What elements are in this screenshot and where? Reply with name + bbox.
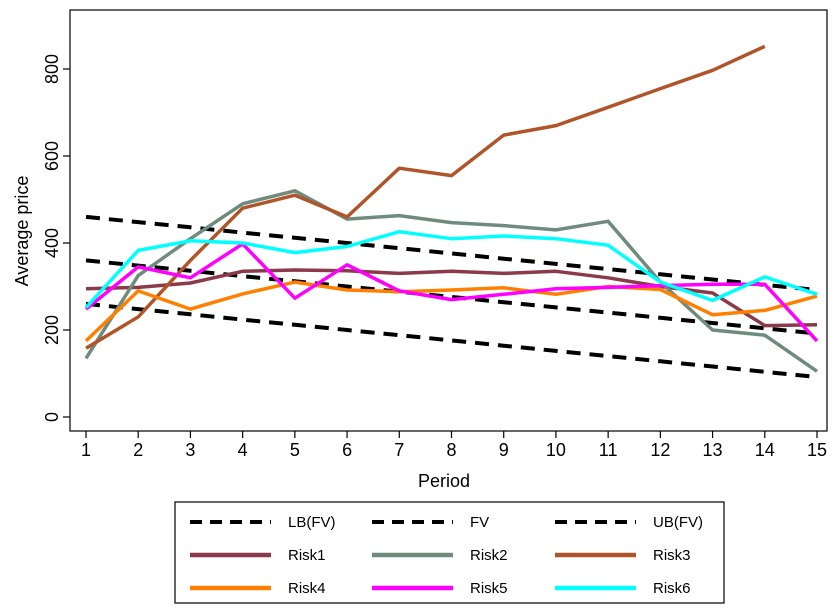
- x-axis-title: Period: [418, 471, 470, 491]
- x-tick-label: 11: [599, 440, 618, 460]
- plot-area-frame: [69, 9, 828, 432]
- legend-label: Risk5: [470, 580, 508, 597]
- x-tick-label: 4: [238, 440, 248, 460]
- legend: LB(FV) FV UB(FV) Risk1 Risk2 Risk3 Risk4 Risk5 R…: [174, 501, 725, 604]
- legend-label: Risk3: [653, 547, 691, 564]
- series-line-lb-fv: [85, 301, 818, 379]
- x-tick-label: 1: [81, 440, 91, 460]
- legend-label: LB(FV): [288, 514, 336, 531]
- y-tick-label: 200: [42, 315, 62, 345]
- legend-label: UB(FV): [653, 514, 703, 531]
- y-tick-label: 0: [42, 412, 62, 422]
- series-line-fv: [85, 258, 818, 336]
- x-tick-label: 2: [133, 440, 143, 460]
- y-axis-title: Average price: [12, 176, 32, 287]
- x-tick-label: 15: [807, 440, 827, 460]
- x-tick-label: 5: [290, 440, 300, 460]
- series-line-risk6: [84, 229, 818, 309]
- x-tick-label: 8: [446, 440, 456, 460]
- x-tick-label: 9: [499, 440, 509, 460]
- series-line-risk5: [84, 242, 819, 343]
- legend-label: Risk6: [653, 580, 691, 597]
- series-line-risk3: [85, 44, 766, 350]
- y-tick-label: 400: [42, 228, 62, 258]
- legend-label: Risk4: [288, 580, 326, 597]
- x-tick-label: 6: [342, 440, 352, 460]
- y-tick-label: 800: [42, 54, 62, 84]
- x-tick-label: 10: [546, 440, 566, 460]
- series-line-risk2: [84, 189, 818, 373]
- x-tick-label: 7: [394, 440, 404, 460]
- x-tick-label: 13: [703, 440, 723, 460]
- legend-label: Risk1: [288, 547, 326, 564]
- x-tick-label: 3: [185, 440, 195, 460]
- series-line-risk4: [84, 280, 818, 343]
- x-tick-label: 14: [755, 440, 775, 460]
- series-line-risk1: [85, 268, 818, 328]
- legend-label: FV: [470, 514, 489, 531]
- x-tick-label: 12: [650, 440, 670, 460]
- legend-label: Risk2: [470, 547, 508, 564]
- y-tick-label: 600: [42, 141, 62, 171]
